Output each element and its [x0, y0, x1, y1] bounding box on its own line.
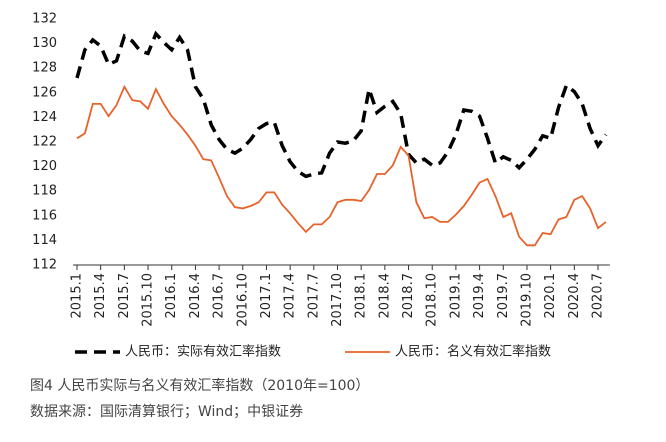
x-tick-label: 2016.1 — [164, 273, 179, 319]
source: 数据来源：国际清算银行；Wind；中银证券 — [30, 404, 303, 420]
x-tick-label: 2019.4 — [472, 273, 487, 319]
y-tick-label: 112 — [32, 258, 57, 273]
x-tick-label: 2018.10 — [425, 273, 440, 327]
x-tick-label: 2015.4 — [93, 273, 108, 319]
x-tick-label: 2020.7 — [591, 273, 606, 319]
x-tick-label: 2015.7 — [117, 273, 132, 319]
y-tick-label: 122 — [32, 135, 57, 150]
y-tick-label: 114 — [32, 233, 57, 248]
y-tick-label: 128 — [32, 61, 57, 76]
x-tick-label: 2019.10 — [519, 273, 534, 327]
y-tick-label: 126 — [32, 85, 57, 100]
y-tick-label: 124 — [32, 110, 57, 125]
x-tick-label: 2017.10 — [330, 273, 345, 327]
y-tick-label: 116 — [32, 208, 57, 223]
y-tick-label: 120 — [32, 159, 57, 174]
series-line — [75, 30, 608, 179]
x-tick-label: 2017.4 — [283, 273, 298, 319]
legend-label: 人民币：名义有效汇率指数 — [395, 344, 551, 360]
series-line — [76, 84, 607, 247]
x-tick-label: 2019.1 — [448, 273, 463, 319]
y-tick-label: 118 — [32, 184, 57, 199]
x-tick-label: 2020.4 — [567, 273, 582, 319]
x-tick-label: 2018.7 — [401, 273, 416, 319]
y-tick-label: 130 — [32, 36, 57, 51]
x-tick-label: 2020.1 — [543, 273, 558, 319]
x-tick-label: 2018.4 — [377, 273, 392, 319]
x-tick-label: 2017.1 — [259, 273, 274, 319]
x-tick-label: 2016.10 — [235, 273, 250, 327]
legend-label: 人民币：实际有效汇率指数 — [125, 344, 281, 360]
x-tick-label: 2016.7 — [212, 273, 227, 319]
x-tick-label: 2015.10 — [141, 273, 156, 327]
caption: 图4 人民币实际与名义有效汇率指数（2010年=100） — [30, 377, 369, 394]
x-tick-label: 2018.1 — [354, 273, 369, 319]
x-tick-label: 2019.7 — [496, 273, 511, 319]
x-tick-label: 2016.4 — [188, 273, 203, 319]
x-tick-label: 2017.7 — [306, 273, 321, 319]
y-tick-label: 132 — [32, 12, 57, 27]
x-tick-label: 2015.1 — [70, 273, 85, 319]
